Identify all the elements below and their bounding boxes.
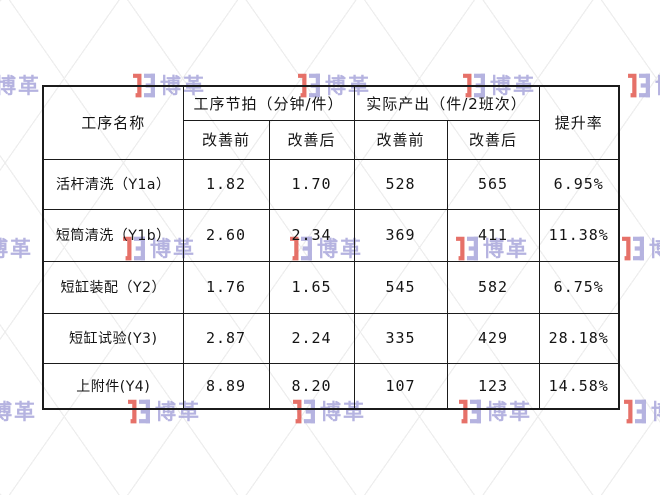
takt-after-cell: 1.65 — [268, 260, 355, 314]
rate-cell: 6.95% — [538, 158, 620, 210]
process-name-cell: 上附件(Y4) — [42, 362, 184, 410]
watermark-brand-text: 博革 — [655, 70, 660, 100]
boge-logo-icon — [624, 399, 646, 423]
takt-before-cell: 2.87 — [182, 312, 270, 364]
boge-watermark: 博革 — [622, 233, 660, 263]
header-output-after: 改善后 — [446, 119, 540, 160]
process-name-cell: 短筒清洗（Y1b） — [42, 208, 184, 262]
output-before-cell: 107 — [353, 362, 448, 410]
rate-cell: 11.38% — [538, 208, 620, 262]
boge-logo-icon — [628, 73, 650, 97]
output-after-cell: 582 — [446, 260, 540, 314]
table-row: 短缸试验(Y3) 2.87 2.24 335 429 28.18% — [42, 312, 620, 364]
watermark-brand-text: 博革 — [0, 400, 37, 424]
header-takt-group: 工序节拍（分钟/件） — [182, 85, 355, 121]
rate-cell: 14.58% — [538, 362, 620, 410]
table-row: 上附件(Y4) 8.89 8.20 107 123 14.58% — [42, 362, 620, 410]
takt-after-cell: 2.24 — [268, 312, 355, 364]
watermark-brand-text: 博革 — [0, 74, 41, 98]
boge-watermark: 博革 — [0, 70, 41, 100]
process-improvement-table: 工序名称 工序节拍（分钟/件） 实际产出（件/2班次） 提升率 改善前 改善后 … — [42, 85, 620, 410]
watermark-brand-text: 博革 — [0, 237, 33, 261]
process-name-cell: 短缸试验(Y3) — [42, 312, 184, 364]
header-output-before: 改善前 — [353, 119, 448, 160]
table-row: 短缸装配（Y2） 1.76 1.65 545 582 6.75% — [42, 260, 620, 314]
output-after-cell: 565 — [446, 158, 540, 210]
boge-watermark: 博革 — [0, 396, 37, 426]
watermark-brand-text: 博革 — [651, 396, 660, 426]
boge-watermark: 博革 — [624, 396, 660, 426]
boge-watermark: 博革 — [0, 233, 33, 263]
output-after-cell: 411 — [446, 208, 540, 262]
output-before-cell: 545 — [353, 260, 448, 314]
header-process-name: 工序名称 — [42, 85, 184, 160]
output-after-cell: 123 — [446, 362, 540, 410]
takt-after-cell: 8.20 — [268, 362, 355, 410]
takt-before-cell: 2.60 — [182, 208, 270, 262]
takt-after-cell: 1.70 — [268, 158, 355, 210]
takt-before-cell: 1.82 — [182, 158, 270, 210]
header-takt-before: 改善前 — [182, 119, 270, 160]
output-before-cell: 369 — [353, 208, 448, 262]
watermark-brand-text: 博革 — [649, 233, 660, 263]
takt-after-cell: 2.34 — [268, 208, 355, 262]
rate-cell: 6.75% — [538, 260, 620, 314]
header-takt-after: 改善后 — [268, 119, 355, 160]
output-before-cell: 528 — [353, 158, 448, 210]
output-after-cell: 429 — [446, 312, 540, 364]
header-output-group: 实际产出（件/2班次） — [353, 85, 540, 121]
table-row: 活杆清洗（Y1a） 1.82 1.70 528 565 6.95% — [42, 158, 620, 210]
takt-before-cell: 8.89 — [182, 362, 270, 410]
boge-logo-icon — [622, 236, 644, 260]
process-name-cell: 短缸装配（Y2） — [42, 260, 184, 314]
process-name-cell: 活杆清洗（Y1a） — [42, 158, 184, 210]
boge-watermark: 博革 — [628, 70, 660, 100]
header-improvement-rate: 提升率 — [538, 85, 620, 160]
takt-before-cell: 1.76 — [182, 260, 270, 314]
output-before-cell: 335 — [353, 312, 448, 364]
rate-cell: 28.18% — [538, 312, 620, 364]
table-row: 短筒清洗（Y1b） 2.60 2.34 369 411 11.38% — [42, 208, 620, 262]
